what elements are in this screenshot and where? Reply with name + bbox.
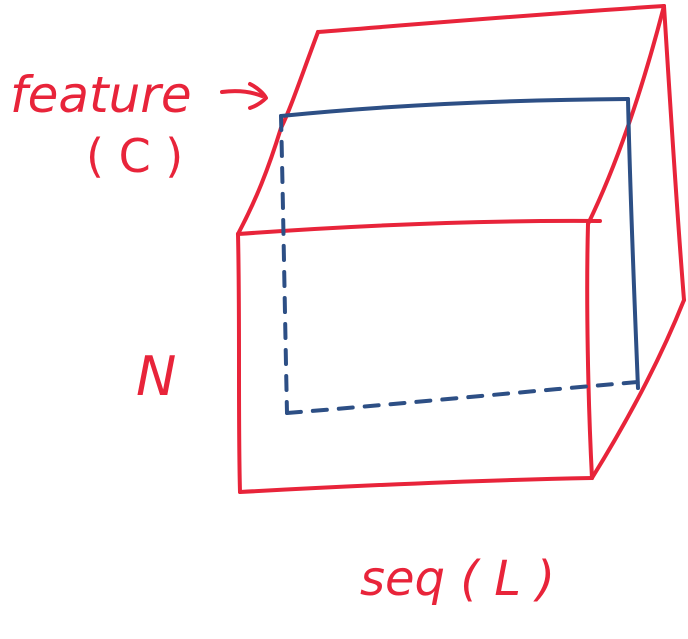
feature-symbol-label: ( C ) [86, 129, 183, 183]
feature-slice [279, 97, 640, 415]
cube-front-right-edge [585, 222, 594, 480]
seq-label: seq ( L ) [360, 551, 555, 607]
cube-front-left-edge [236, 232, 242, 494]
cube-top-right-edge [586, 4, 666, 226]
slice-left-dashed-edge [279, 114, 289, 415]
cube-top-left-edge [279, 30, 320, 130]
cube-bottom-right-edge [590, 298, 686, 480]
slice-top-edge [279, 97, 630, 118]
cube-top-back-edge [316, 4, 666, 34]
cube-back-right-edge [662, 4, 686, 302]
slice-bottom-dashed-edge [285, 380, 640, 415]
hand-drawn-arrow-icon [220, 82, 268, 110]
cube-front-bottom-edge [238, 476, 594, 494]
batch-label: N [136, 345, 176, 408]
cube-left-slant-edge [236, 126, 283, 236]
cube-front-top-edge [236, 218, 602, 236]
cube-outline [236, 4, 686, 494]
slice-right-edge [626, 97, 640, 390]
feature-label: feature [10, 66, 192, 124]
